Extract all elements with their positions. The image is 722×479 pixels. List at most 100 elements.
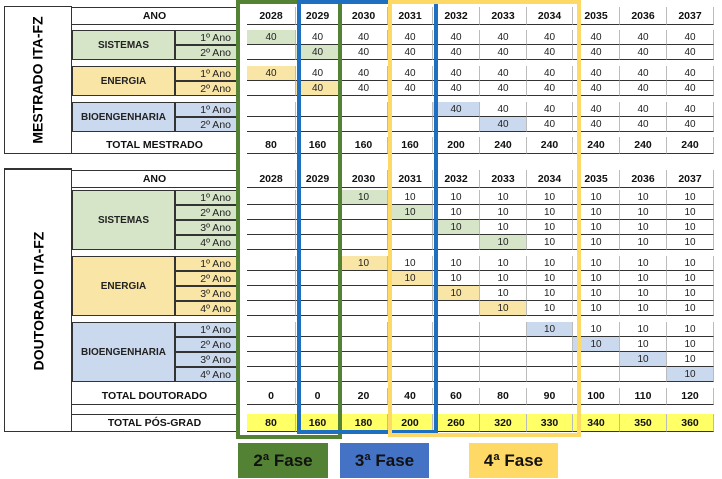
year-header: 2030 (340, 7, 388, 25)
total-doutorado-value: 80 (480, 388, 527, 405)
total-doutorado-value: 40 (388, 388, 433, 405)
data-cell: 10 (480, 256, 527, 271)
data-cell (247, 45, 296, 60)
group-label: ENERGIA (72, 66, 175, 96)
data-cell (247, 205, 296, 220)
data-cell: 10 (573, 271, 620, 286)
data-cell: 10 (620, 271, 667, 286)
data-cell: 10 (620, 322, 667, 337)
data-cell: 40 (433, 30, 480, 45)
data-cell (433, 352, 480, 367)
data-cell: 40 (480, 117, 527, 132)
total-posgrad-value: 200 (388, 414, 433, 432)
data-cell: 10 (433, 256, 480, 271)
data-cell (480, 337, 527, 352)
year-header-label: ANO (72, 170, 238, 188)
group-label: SISTEMAS (72, 190, 175, 250)
data-cell: 40 (480, 45, 527, 60)
year-header: 2029 (296, 7, 340, 25)
data-cell: 10 (340, 190, 388, 205)
data-cell (340, 102, 388, 117)
data-cell: 10 (620, 286, 667, 301)
total-mestrado-value: 240 (667, 137, 714, 154)
data-cell (247, 81, 296, 96)
data-cell: 10 (340, 256, 388, 271)
data-cell (573, 367, 620, 382)
data-cell: 40 (296, 66, 340, 81)
data-cell (296, 190, 340, 205)
data-cell: 40 (527, 81, 573, 96)
data-cell (247, 286, 296, 301)
data-cell (340, 352, 388, 367)
year-header: 2033 (480, 7, 527, 25)
data-cell: 10 (527, 220, 573, 235)
year-header: 2034 (527, 170, 573, 188)
year-header: 2035 (573, 7, 620, 25)
year-header: 2029 (296, 170, 340, 188)
data-cell: 40 (433, 81, 480, 96)
data-cell: 40 (573, 45, 620, 60)
data-cell: 40 (388, 66, 433, 81)
data-cell (247, 102, 296, 117)
year-header: 2030 (340, 170, 388, 188)
year-level-label: 1º Ano (175, 190, 238, 205)
data-cell: 10 (573, 286, 620, 301)
data-cell (433, 235, 480, 250)
year-level-label: 1º Ano (175, 66, 238, 81)
data-cell: 40 (620, 45, 667, 60)
data-cell: 40 (480, 66, 527, 81)
data-cell: 40 (620, 81, 667, 96)
data-cell (247, 190, 296, 205)
data-cell: 40 (527, 45, 573, 60)
data-cell: 40 (527, 66, 573, 81)
year-level-label: 2º Ano (175, 205, 238, 220)
data-cell (433, 337, 480, 352)
total-posgrad-value: 340 (573, 414, 620, 432)
data-cell (388, 117, 433, 132)
data-cell: 40 (340, 30, 388, 45)
data-cell: 40 (247, 30, 296, 45)
data-cell: 10 (667, 256, 714, 271)
data-cell (296, 271, 340, 286)
total-posgrad-value: 350 (620, 414, 667, 432)
data-cell: 10 (388, 190, 433, 205)
data-cell: 10 (667, 190, 714, 205)
data-cell (388, 235, 433, 250)
data-cell: 40 (573, 102, 620, 117)
data-cell: 10 (620, 190, 667, 205)
data-cell: 10 (667, 301, 714, 316)
group-label: BIOENGENHARIA (72, 102, 175, 132)
total-doutorado-value: 20 (340, 388, 388, 405)
data-cell: 10 (480, 205, 527, 220)
data-cell (247, 220, 296, 235)
total-doutorado-label: TOTAL DOUTORADO (72, 388, 238, 405)
data-cell (388, 367, 433, 382)
year-level-label: 3º Ano (175, 286, 238, 301)
total-doutorado-value: 90 (527, 388, 573, 405)
total-mestrado-value: 240 (480, 137, 527, 154)
data-cell (480, 322, 527, 337)
data-cell (296, 205, 340, 220)
data-cell: 40 (296, 30, 340, 45)
data-cell: 10 (433, 271, 480, 286)
data-cell: 40 (340, 66, 388, 81)
data-cell (340, 235, 388, 250)
data-cell (296, 256, 340, 271)
data-cell: 40 (573, 81, 620, 96)
data-cell (388, 322, 433, 337)
data-cell: 10 (667, 235, 714, 250)
data-cell: 40 (388, 81, 433, 96)
data-cell: 40 (340, 45, 388, 60)
data-cell: 10 (667, 220, 714, 235)
data-cell: 10 (480, 286, 527, 301)
data-cell: 40 (667, 66, 714, 81)
total-posgrad-label: TOTAL PÓS-GRAD (72, 414, 238, 432)
data-cell: 40 (247, 66, 296, 81)
year-level-label: 1º Ano (175, 30, 238, 45)
year-header: 2033 (480, 170, 527, 188)
total-mestrado-value: 240 (527, 137, 573, 154)
data-cell: 10 (527, 286, 573, 301)
data-cell: 40 (340, 81, 388, 96)
data-cell (340, 286, 388, 301)
data-cell (247, 235, 296, 250)
